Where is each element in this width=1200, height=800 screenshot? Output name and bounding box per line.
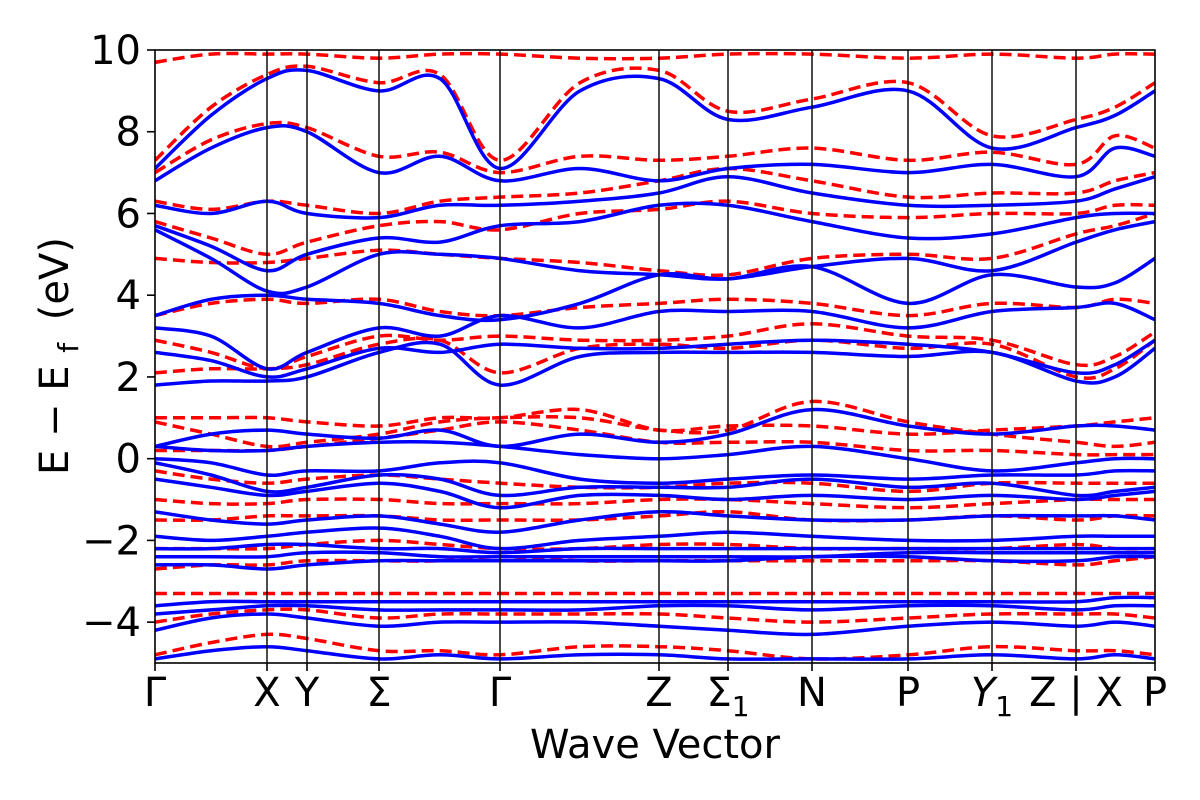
x-tick-label: P <box>1143 670 1167 716</box>
x-tick-label-text: Y <box>971 670 999 716</box>
x-axis-title: Wave Vector <box>530 722 781 768</box>
x-tick-label: Γ <box>489 670 512 716</box>
band-solid <box>155 201 1155 273</box>
band-solid <box>155 603 1155 616</box>
y-tick-label: −2 <box>82 518 141 564</box>
y-tick-label: −4 <box>82 600 141 646</box>
x-tick-label-subscript: 1 <box>732 690 750 723</box>
x-tick-label: P <box>896 670 920 716</box>
band-solid <box>155 174 1155 220</box>
band-dashed <box>155 497 1155 510</box>
y-axis-title-unit: (eV) <box>32 237 78 320</box>
y-tick-label: 10 <box>90 28 141 74</box>
x-tick-label-text: P <box>1143 670 1167 716</box>
band-dashed <box>155 211 1155 278</box>
x-tick-label: X <box>253 670 280 716</box>
x-tick-label-text: N <box>797 670 827 716</box>
x-tick-label-text: Γ <box>489 670 512 716</box>
x-tick-label: N <box>797 670 827 716</box>
band-solid <box>155 612 1155 637</box>
x-tick-label-text: P <box>896 670 920 716</box>
band-solid <box>155 301 1155 371</box>
band-dashed <box>155 64 1155 163</box>
band-dashed <box>155 120 1155 175</box>
x-tick-label-text: Z <box>645 670 672 716</box>
x-tick-label-text: X <box>253 670 280 716</box>
x-tick-label: Σ <box>366 670 391 716</box>
plot-frame <box>154 49 1156 664</box>
band-solid <box>155 644 1155 661</box>
band-solid <box>155 456 1155 485</box>
y-tick-label: 2 <box>116 355 141 401</box>
band-solid <box>155 338 1155 379</box>
band-solid <box>155 461 1155 498</box>
x-tick-label: Y <box>294 670 320 716</box>
x-tick-label-text: Σ <box>706 670 731 716</box>
band-dashed <box>155 51 1155 65</box>
band-solid <box>155 256 1155 323</box>
band-solid <box>155 477 1155 510</box>
band-solid <box>155 68 1155 171</box>
x-tick-label: Y1 <box>971 670 1013 723</box>
y-tick-label: 8 <box>116 110 141 156</box>
band-solid <box>155 526 1155 551</box>
band-solid <box>155 123 1155 183</box>
x-tick-label: Z | X <box>1029 670 1123 716</box>
x-tick-label: Γ <box>144 670 167 716</box>
band-dashed <box>155 407 1155 436</box>
bands-layer <box>155 51 1155 661</box>
x-tick-label-subscript: 1 <box>995 690 1013 723</box>
x-tick-label-text: Γ <box>144 670 167 716</box>
band-solid <box>155 440 1155 473</box>
band-solid <box>155 219 1155 296</box>
band-solid <box>155 542 1155 555</box>
y-tick-label: 0 <box>116 437 141 483</box>
band-dashed <box>155 199 1155 257</box>
y-axis: −4 −2 0 2 4 6 8 10 <box>82 28 155 646</box>
band-dashed <box>155 607 1155 624</box>
band-solid <box>155 554 1155 571</box>
x-tick-label-text: Y <box>294 670 320 716</box>
kpoint-lines <box>266 50 1077 663</box>
x-tick-label-text: Z | X <box>1029 670 1123 716</box>
y-tick-label: 6 <box>116 191 141 237</box>
x-tick-label-text: Σ <box>366 670 391 716</box>
band-dashed <box>155 322 1155 371</box>
y-axis-title: E − E f (eV) <box>32 237 88 475</box>
x-tick-label: Z <box>645 670 672 716</box>
band-solid <box>155 595 1155 608</box>
band-solid <box>155 550 1155 559</box>
y-axis-title-main: E − E <box>32 365 78 475</box>
y-tick-label: 4 <box>116 273 141 319</box>
x-tick-label: Σ1 <box>706 670 749 723</box>
band-dashed <box>155 336 1155 380</box>
y-axis-title-subscript: f <box>52 342 85 353</box>
band-solid <box>155 407 1155 449</box>
band-solid <box>155 509 1155 534</box>
